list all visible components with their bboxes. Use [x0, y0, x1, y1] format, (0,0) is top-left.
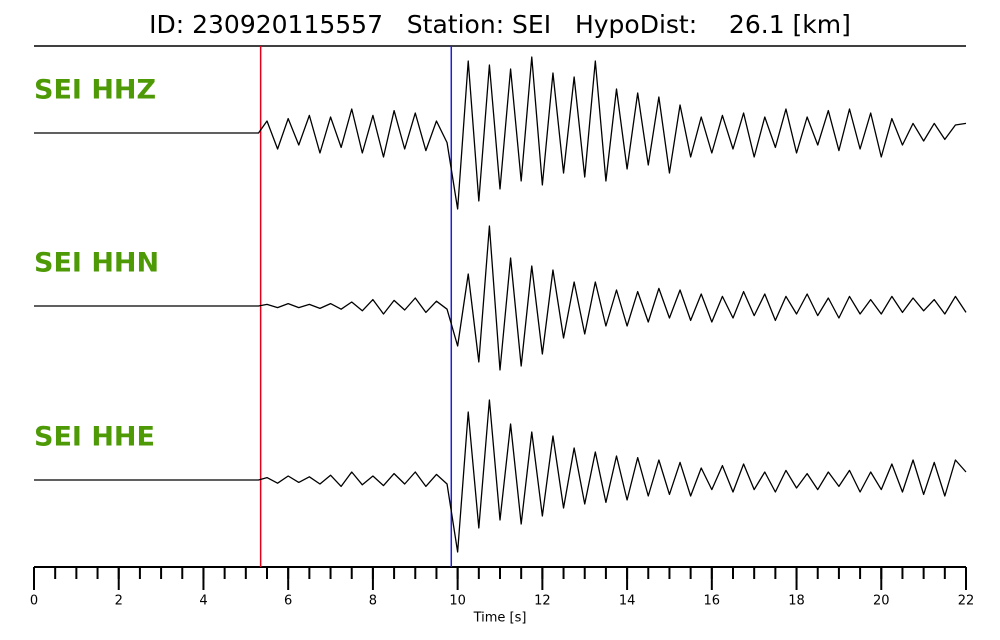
trace-label: SEI HHE — [34, 422, 155, 453]
x-tick-label: 14 — [619, 594, 636, 609]
waveform — [34, 225, 967, 371]
x-tick-label: 6 — [284, 594, 292, 609]
x-tick-label: 10 — [449, 594, 466, 609]
trace-label: SEI HHZ — [34, 75, 156, 106]
waveform — [34, 56, 967, 210]
x-tick-label: 18 — [788, 594, 805, 609]
trace-label: SEI HHN — [34, 248, 159, 279]
x-tick-label: 4 — [199, 594, 207, 609]
x-tick-label: 12 — [534, 594, 551, 609]
x-axis-label: Time [s] — [473, 611, 527, 626]
x-tick-label: 0 — [30, 594, 38, 609]
x-tick-label: 2 — [115, 594, 123, 609]
x-tick-label: 8 — [369, 594, 377, 609]
x-tick-label: 20 — [873, 594, 890, 609]
chart-title: ID: 230920115557 Station: SEI HypoDist: … — [149, 10, 851, 39]
x-tick-label: 16 — [704, 594, 721, 609]
x-tick-label: 22 — [958, 594, 975, 609]
waveform — [34, 399, 967, 553]
